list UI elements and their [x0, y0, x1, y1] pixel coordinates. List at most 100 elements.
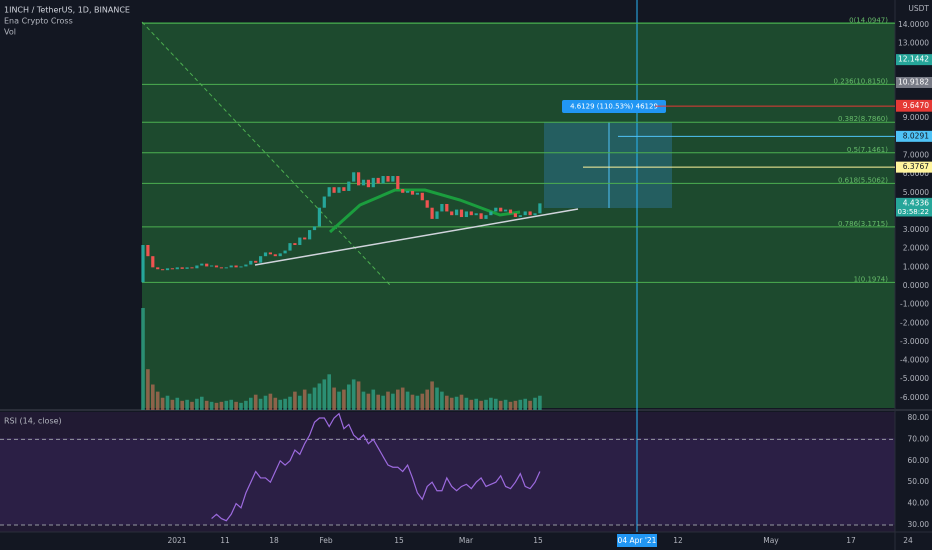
- volume-bar: [508, 401, 513, 410]
- candle: [504, 209, 508, 212]
- volume-bar: [494, 398, 498, 410]
- volume-bar: [234, 401, 238, 410]
- volume-bar: [445, 395, 449, 410]
- candle: [161, 269, 165, 271]
- volume-bar: [258, 398, 263, 410]
- price-tag-label: 8.0291: [903, 131, 929, 140]
- candle: [445, 203, 449, 212]
- volume-bar: [180, 400, 184, 410]
- candle: [214, 265, 219, 268]
- candle: [293, 243, 297, 245]
- candle: [479, 213, 483, 219]
- candle: [347, 181, 351, 191]
- volume-bar: [381, 395, 385, 410]
- candle: [298, 237, 302, 245]
- price-tick-label: -5.0000: [900, 374, 929, 383]
- candle: [464, 211, 468, 218]
- volume-bar: [312, 387, 317, 410]
- volume-bar: [298, 395, 302, 410]
- candle: [420, 192, 424, 201]
- candle: [376, 177, 380, 184]
- candle: [518, 215, 522, 218]
- volume-bar: [405, 391, 410, 410]
- volume-bar: [307, 393, 312, 410]
- candle: [303, 237, 307, 240]
- fib-label: 0.786(3.1715): [838, 220, 888, 228]
- volume-bar: [454, 396, 459, 410]
- candle: [440, 203, 444, 212]
- volume-bar: [376, 394, 380, 410]
- volume-bar: [214, 402, 219, 410]
- price-tag-label: 9.6470: [903, 101, 929, 110]
- candle: [249, 260, 253, 265]
- candle: [391, 176, 395, 182]
- candle: [342, 187, 346, 191]
- volume-bar: [190, 401, 194, 410]
- volume-bar: [253, 394, 258, 410]
- volume-bar: [449, 397, 454, 410]
- candle: [151, 256, 155, 268]
- volume-bar: [278, 399, 282, 410]
- candle: [386, 176, 390, 182]
- volume-bar: [165, 395, 170, 410]
- price-tick-label: 13.0000: [898, 39, 929, 48]
- price-tick-label: 3.0000: [903, 225, 929, 234]
- trend-dash: [141, 21, 391, 286]
- volume-bar: [410, 394, 415, 410]
- candle: [455, 209, 459, 216]
- date-highlight: [617, 534, 657, 547]
- candle: [357, 172, 361, 186]
- volume-bar: [185, 399, 189, 410]
- volume-bar: [195, 398, 199, 410]
- volume-bar: [332, 387, 336, 410]
- candle: [430, 207, 434, 219]
- volume-bar: [386, 391, 390, 410]
- rsi-title: RSI (14, close): [4, 417, 62, 426]
- date-label: 12: [673, 536, 683, 545]
- volume-bar: [302, 389, 307, 410]
- price-tag-label: 6.3767: [903, 162, 929, 171]
- date-label: 04 Apr '21: [618, 536, 657, 545]
- candle: [205, 263, 209, 267]
- candle: [499, 207, 503, 212]
- candle: [244, 264, 248, 267]
- candle: [283, 250, 287, 254]
- volume-bar: [293, 391, 297, 410]
- candle: [308, 230, 312, 240]
- volume-bar: [322, 379, 327, 410]
- volume-bar: [484, 399, 488, 410]
- candle: [381, 176, 385, 184]
- rsi-tick-label: 70.00: [908, 434, 930, 443]
- candle: [474, 213, 478, 216]
- candle: [459, 209, 464, 218]
- candle: [450, 211, 454, 216]
- volume-bar: [268, 393, 273, 410]
- date-label: 15: [533, 536, 543, 545]
- candle: [361, 179, 366, 186]
- date-label: Mar: [459, 536, 474, 545]
- price-tick-label: 6.0000: [903, 169, 929, 178]
- date-label: May: [763, 536, 779, 545]
- volume-bar: [425, 389, 429, 410]
- candle: [312, 226, 317, 231]
- candle: [425, 200, 429, 208]
- candle: [401, 189, 405, 193]
- candle: [278, 253, 282, 257]
- volume-bar: [479, 400, 483, 410]
- date-label: 11: [220, 536, 230, 545]
- price-tag-label: 12.1442: [898, 55, 929, 64]
- price-tick-label: 2.0000: [903, 244, 929, 253]
- volume-bar: [459, 394, 464, 410]
- price-tick-label: -6.0000: [900, 393, 929, 402]
- candle: [259, 256, 263, 263]
- countdown: 03:58:22: [898, 208, 929, 216]
- candle: [533, 213, 537, 216]
- volume-bar: [273, 397, 278, 410]
- volume-bar: [489, 397, 493, 410]
- candle: [469, 211, 473, 216]
- trend-arrow: [254, 208, 579, 266]
- position-box: [544, 122, 672, 208]
- volume-bar: [244, 400, 248, 410]
- price-tag: [896, 161, 932, 173]
